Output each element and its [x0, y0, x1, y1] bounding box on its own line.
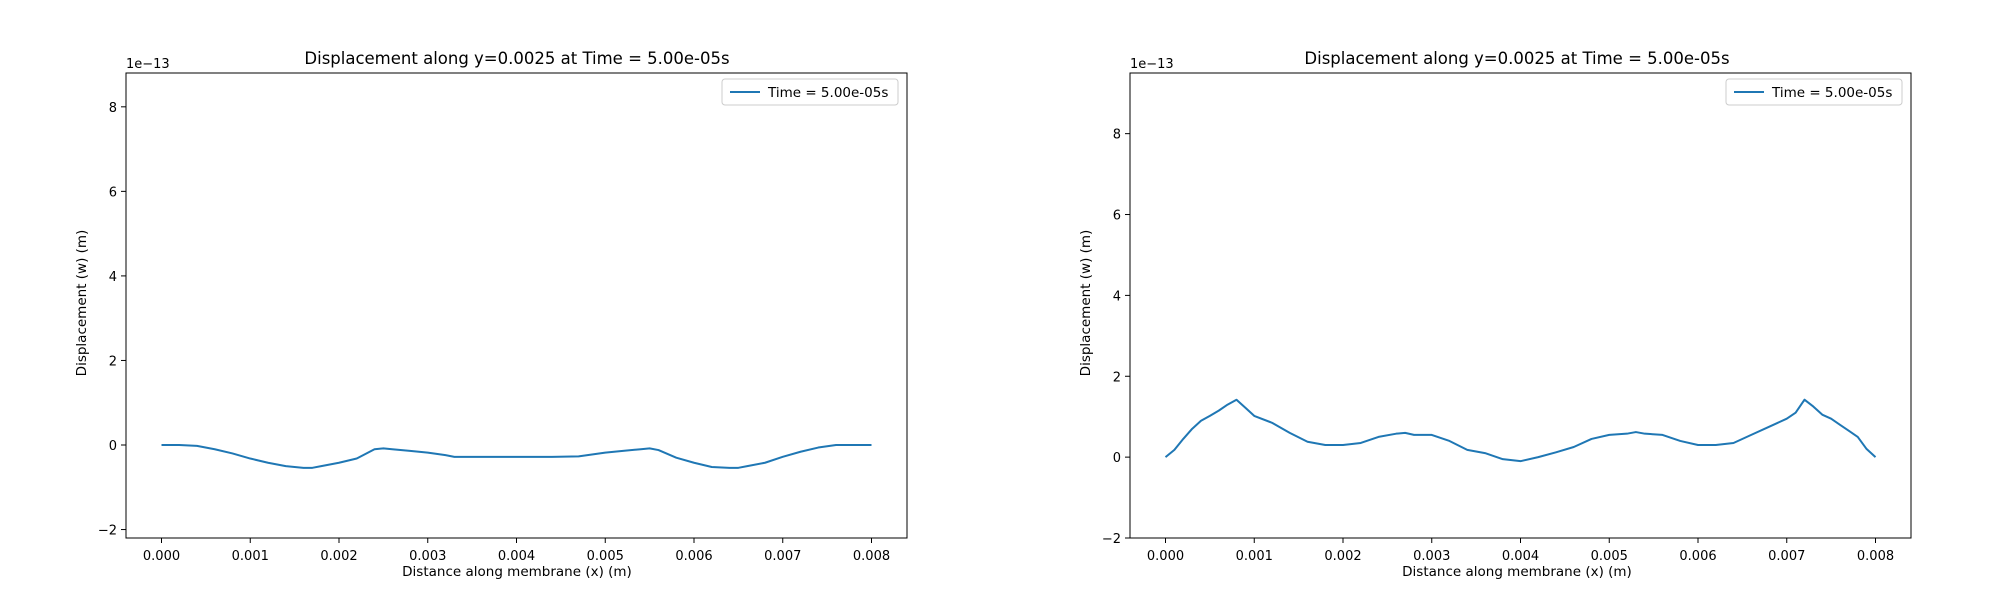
x-axis-label: Distance along membrane (x) (m): [1402, 564, 1632, 580]
series-line-1: [161, 444, 872, 469]
y-axis-label: Displacement (w) (m): [1078, 230, 1094, 377]
y-tick-label: 4: [1113, 289, 1121, 304]
x-axis-label: Distance along membrane (x) (m): [402, 564, 632, 580]
y-tick-label: 6: [109, 185, 117, 200]
legend-box: [721, 78, 899, 106]
y-tick-label: 8: [1113, 128, 1121, 143]
x-tick-label: 0.004: [1502, 549, 1539, 564]
y-tick-label: 0: [1113, 451, 1121, 466]
x-tick-label: 0.000: [143, 549, 180, 564]
chart-left: Displacement along y=0.0025 at Time = 5.…: [74, 49, 908, 580]
y-offset-label: 1e−13: [126, 57, 170, 72]
y-offset-label: 1e−13: [1130, 57, 1174, 72]
x-tick-label: 0.005: [587, 549, 624, 564]
x-tick-label: 0.006: [675, 549, 712, 564]
y-tick-label: 0: [109, 439, 117, 454]
legend: Time = 5.00e-05s: [1725, 78, 1903, 106]
y-tick-label: −2: [98, 524, 117, 539]
x-tick-label: 0.002: [1324, 549, 1361, 564]
x-tick-label: 0.003: [409, 549, 446, 564]
x-tick-label: 0.001: [232, 549, 269, 564]
x-tick-label: 0.007: [1768, 549, 1805, 564]
y-tick-label: 8: [109, 101, 117, 116]
chart-title: Displacement along y=0.0025 at Time = 5.…: [1304, 49, 1729, 68]
chart-title: Displacement along y=0.0025 at Time = 5.…: [304, 49, 729, 68]
plot-area: 0.000 0.001 0.002 0.003 0.004 0.005 0.006 0.007…: [1102, 72, 1912, 564]
y-tick-label: 2: [1113, 370, 1121, 385]
y-tick-label: −2: [1102, 532, 1121, 547]
x-tick-label: 0.001: [1236, 549, 1273, 564]
plot-area: 0.000 0.001 0.002 0.003 0.004 0.005 0.006 0.007…: [98, 72, 908, 564]
x-tick-label: 0.006: [1679, 549, 1716, 564]
x-tick-label: 0.003: [1413, 549, 1450, 564]
legend: Time = 5.00e-05s: [721, 78, 899, 106]
legend-entry-label: Time = 5.00e-05s: [767, 85, 888, 101]
series-line-1: [1164, 398, 1877, 463]
y-tick-label: 4: [109, 270, 117, 285]
legend-box: [1725, 78, 1903, 106]
x-tick-label: 0.008: [1857, 549, 1894, 564]
x-tick-label: 0.005: [1591, 549, 1628, 564]
y-tick-label: 6: [1113, 209, 1121, 224]
x-tick-label: 0.007: [764, 549, 801, 564]
x-tick-label: 0.008: [853, 549, 890, 564]
x-tick-label: 0.002: [320, 549, 357, 564]
legend-entry-label: Time = 5.00e-05s: [1771, 85, 1892, 101]
chart-right: Displacement along y=0.0025 at Time = 5.…: [1078, 49, 1912, 580]
y-axis-label: Displacement (w) (m): [74, 230, 90, 377]
x-tick-label: 0.000: [1147, 549, 1184, 564]
x-tick-label: 0.004: [498, 549, 535, 564]
y-tick-label: 2: [109, 354, 117, 369]
